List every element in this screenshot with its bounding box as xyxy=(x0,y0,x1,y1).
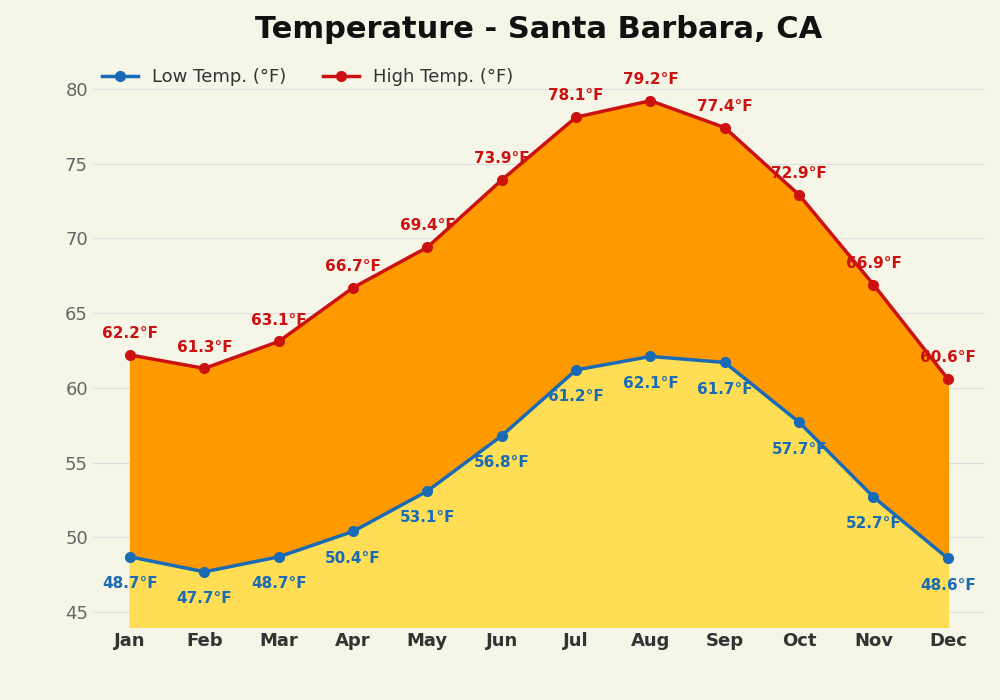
Text: 77.4°F: 77.4°F xyxy=(697,99,753,113)
Low Temp. (°F) xyxy=(198,568,210,576)
Low Temp. (°F) xyxy=(793,418,805,426)
High Temp. (°F) xyxy=(347,284,359,292)
Low Temp. (°F) xyxy=(644,352,656,361)
Text: 63.1°F: 63.1°F xyxy=(251,313,307,328)
Text: 50.4°F: 50.4°F xyxy=(325,551,381,566)
Low Temp. (°F) xyxy=(273,552,285,561)
Text: 66.7°F: 66.7°F xyxy=(325,259,381,274)
Title: Temperature - Santa Barbara, CA: Temperature - Santa Barbara, CA xyxy=(255,15,823,44)
High Temp. (°F) xyxy=(719,123,731,132)
Text: 53.1°F: 53.1°F xyxy=(400,510,455,526)
Text: 78.1°F: 78.1°F xyxy=(548,88,604,104)
Text: 66.9°F: 66.9°F xyxy=(846,256,901,271)
Text: 61.3°F: 61.3°F xyxy=(177,340,232,354)
High Temp. (°F) xyxy=(942,374,954,383)
Text: 48.7°F: 48.7°F xyxy=(251,576,307,592)
Text: 73.9°F: 73.9°F xyxy=(474,151,530,166)
High Temp. (°F) xyxy=(793,190,805,199)
Text: 60.6°F: 60.6°F xyxy=(920,350,976,365)
Text: 47.7°F: 47.7°F xyxy=(177,592,232,606)
Low Temp. (°F) xyxy=(867,493,879,501)
Text: 62.2°F: 62.2°F xyxy=(102,326,158,341)
Line: Low Temp. (°F): Low Temp. (°F) xyxy=(125,351,953,577)
Text: 56.8°F: 56.8°F xyxy=(474,455,530,470)
Text: 61.7°F: 61.7°F xyxy=(697,382,753,397)
Low Temp. (°F) xyxy=(496,431,508,440)
Text: 69.4°F: 69.4°F xyxy=(400,218,455,233)
High Temp. (°F) xyxy=(496,176,508,184)
Low Temp. (°F) xyxy=(347,527,359,536)
Text: 72.9°F: 72.9°F xyxy=(771,166,827,181)
Text: 57.7°F: 57.7°F xyxy=(771,442,827,456)
High Temp. (°F) xyxy=(867,281,879,289)
Low Temp. (°F) xyxy=(421,486,433,495)
High Temp. (°F) xyxy=(421,243,433,251)
Low Temp. (°F) xyxy=(942,554,954,563)
High Temp. (°F) xyxy=(644,97,656,105)
Text: 79.2°F: 79.2°F xyxy=(623,72,678,87)
Low Temp. (°F) xyxy=(570,365,582,374)
Legend: Low Temp. (°F), High Temp. (°F): Low Temp. (°F), High Temp. (°F) xyxy=(102,68,514,86)
High Temp. (°F) xyxy=(198,364,210,372)
Line: High Temp. (°F): High Temp. (°F) xyxy=(125,96,953,384)
Text: 48.7°F: 48.7°F xyxy=(102,576,158,592)
Low Temp. (°F) xyxy=(124,552,136,561)
Text: 48.6°F: 48.6°F xyxy=(920,578,976,593)
Text: 52.7°F: 52.7°F xyxy=(846,517,901,531)
High Temp. (°F) xyxy=(570,113,582,121)
Text: 62.1°F: 62.1°F xyxy=(623,376,678,391)
High Temp. (°F) xyxy=(273,337,285,346)
Text: 61.2°F: 61.2°F xyxy=(548,389,604,405)
High Temp. (°F) xyxy=(124,351,136,359)
Low Temp. (°F) xyxy=(719,358,731,367)
